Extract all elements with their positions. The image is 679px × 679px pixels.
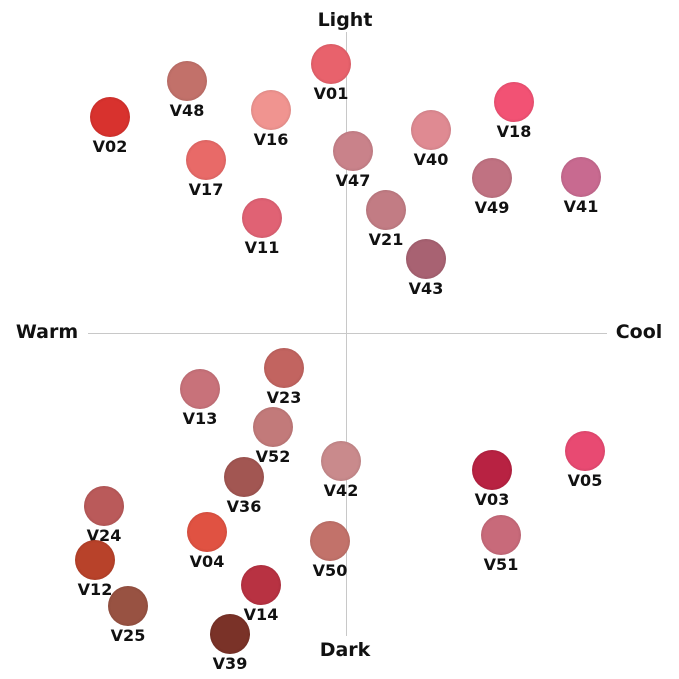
swatch-v17 bbox=[186, 140, 226, 180]
swatch-label: V05 bbox=[567, 471, 603, 490]
swatch-label: V13 bbox=[182, 409, 218, 428]
swatch-label: V52 bbox=[255, 447, 291, 466]
swatch-label: V01 bbox=[313, 84, 349, 103]
swatch-v25 bbox=[108, 586, 148, 626]
swatch-v12 bbox=[75, 540, 115, 580]
swatch-label: V16 bbox=[253, 130, 289, 149]
swatch-label: V23 bbox=[266, 388, 302, 407]
swatch-label: V47 bbox=[335, 171, 371, 190]
swatch-v24 bbox=[84, 486, 124, 526]
swatch-v50 bbox=[310, 521, 350, 561]
swatch-v42 bbox=[321, 441, 361, 481]
swatch-v05 bbox=[565, 431, 605, 471]
swatch-v14 bbox=[241, 565, 281, 605]
swatch-label: V48 bbox=[169, 101, 205, 120]
swatch-v18 bbox=[494, 82, 534, 122]
swatch-v11 bbox=[242, 198, 282, 238]
vertical-axis-line bbox=[346, 32, 347, 636]
swatch-label: V12 bbox=[77, 580, 113, 599]
swatch-label: V51 bbox=[483, 555, 519, 574]
swatch-v51 bbox=[481, 515, 521, 555]
swatch-label: V04 bbox=[189, 552, 225, 571]
swatch-v04 bbox=[187, 512, 227, 552]
horizontal-axis-line bbox=[88, 333, 607, 334]
swatch-label: V02 bbox=[92, 137, 128, 156]
swatch-label: V50 bbox=[312, 561, 348, 580]
swatch-label: V21 bbox=[368, 230, 404, 249]
axis-label-light: Light bbox=[317, 9, 373, 31]
swatch-label: V25 bbox=[110, 626, 146, 645]
swatch-v47 bbox=[333, 131, 373, 171]
swatch-label: V14 bbox=[243, 605, 279, 624]
swatch-v03 bbox=[472, 450, 512, 490]
swatch-v13 bbox=[180, 369, 220, 409]
swatch-v16 bbox=[251, 90, 291, 130]
swatch-v39 bbox=[210, 614, 250, 654]
swatch-v36 bbox=[224, 457, 264, 497]
swatch-label: V03 bbox=[474, 490, 510, 509]
swatch-v02 bbox=[90, 97, 130, 137]
swatch-v43 bbox=[406, 239, 446, 279]
swatch-v48 bbox=[167, 61, 207, 101]
swatch-v52 bbox=[253, 407, 293, 447]
axis-label-cool: Cool bbox=[615, 321, 663, 343]
swatch-label: V39 bbox=[212, 654, 248, 673]
swatch-v40 bbox=[411, 110, 451, 150]
swatch-label: V17 bbox=[188, 180, 224, 199]
swatch-v49 bbox=[472, 158, 512, 198]
swatch-v23 bbox=[264, 348, 304, 388]
swatch-v01 bbox=[311, 44, 351, 84]
swatch-label: V18 bbox=[496, 122, 532, 141]
swatch-label: V43 bbox=[408, 279, 444, 298]
swatch-label: V36 bbox=[226, 497, 262, 516]
swatch-v41 bbox=[561, 157, 601, 197]
swatch-label: V11 bbox=[244, 238, 280, 257]
swatch-label: V49 bbox=[474, 198, 510, 217]
swatch-v21 bbox=[366, 190, 406, 230]
swatch-label: V42 bbox=[323, 481, 359, 500]
swatch-label: V41 bbox=[563, 197, 599, 216]
swatch-label: V40 bbox=[413, 150, 449, 169]
axis-label-dark: Dark bbox=[319, 639, 371, 661]
axis-label-warm: Warm bbox=[15, 321, 79, 343]
